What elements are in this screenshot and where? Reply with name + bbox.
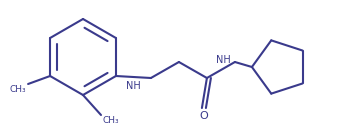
Text: CH₃: CH₃ — [103, 116, 120, 125]
Text: O: O — [200, 111, 208, 121]
Text: NH: NH — [215, 55, 230, 65]
Text: NH: NH — [126, 81, 141, 91]
Text: CH₃: CH₃ — [9, 85, 26, 94]
